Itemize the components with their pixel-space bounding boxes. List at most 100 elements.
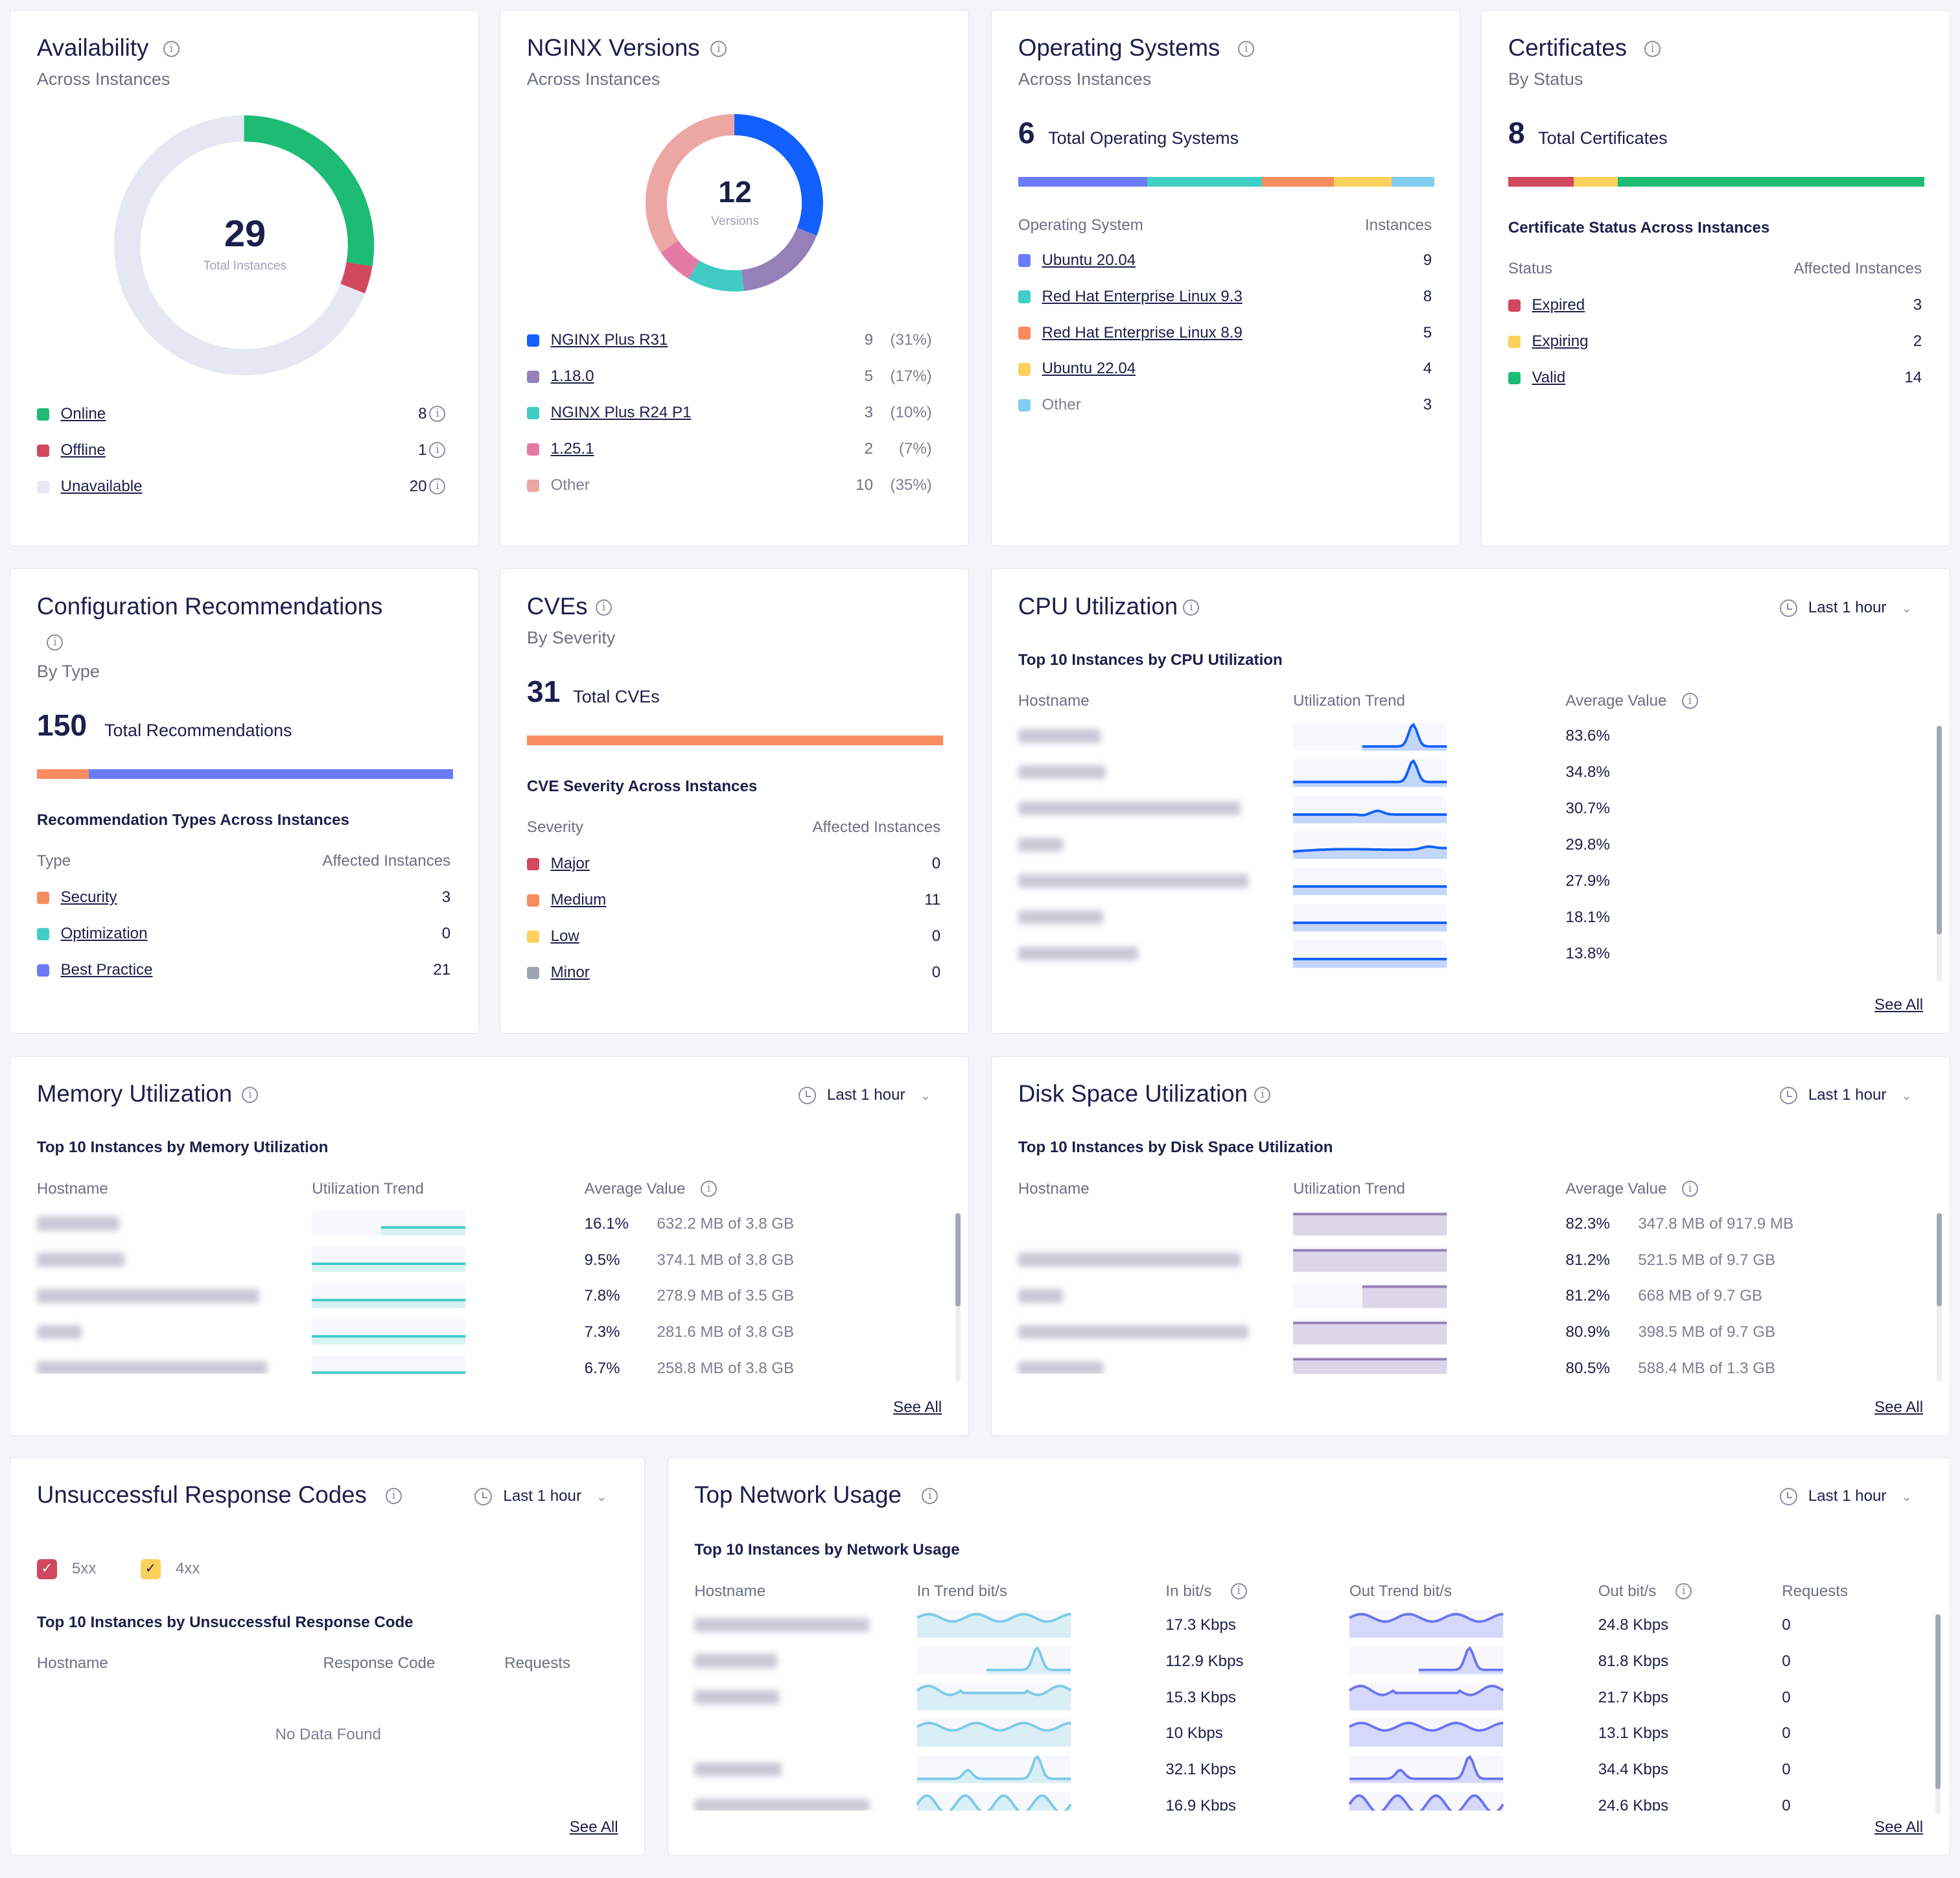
info-icon[interactable]: i: [1183, 599, 1200, 616]
bar-segment-red-hat-enterprise-linux-9-3[interactable]: [1147, 176, 1263, 187]
legend-item-valid[interactable]: Valid: [1532, 368, 1566, 386]
bar-segment-ubuntu-20-04[interactable]: [1018, 176, 1148, 187]
bar-segment-valid[interactable]: [1617, 176, 1924, 187]
info-icon[interactable]: i: [1681, 693, 1698, 710]
legend-item-red-hat-enterprise-linux-8-9[interactable]: Red Hat Enterprise Linux 8.9: [1042, 323, 1242, 342]
table-row[interactable]: 7.3% 281.6 MB of 3.8 GB: [10, 1313, 968, 1349]
hostname-redacted[interactable]: [36, 1325, 82, 1339]
legend-item-1-25-1[interactable]: 1.25.1: [550, 439, 594, 458]
time-range-dropdown[interactable]: Last 1 hour ⌄: [474, 1487, 607, 1508]
legend-item-expired[interactable]: Expired: [1532, 296, 1585, 314]
legend-item-nginx-plus-r31[interactable]: NGINX Plus R31: [550, 331, 668, 349]
hostname-redacted[interactable]: [36, 1216, 120, 1231]
hostname-redacted[interactable]: [694, 1617, 870, 1632]
table-row[interactable]: 30.7%: [992, 789, 1949, 826]
hostname-redacted[interactable]: [694, 1654, 777, 1668]
info-icon[interactable]: i: [429, 478, 446, 494]
info-icon[interactable]: i: [429, 441, 446, 458]
see-all-link[interactable]: See All: [1874, 996, 1924, 1014]
bar-segment-security[interactable]: [36, 769, 89, 780]
scrollbar[interactable]: [955, 1212, 961, 1382]
info-icon[interactable]: i: [163, 40, 180, 57]
table-row[interactable]: 82.3% 347.8 MB of 917.9 MB: [992, 1204, 1949, 1240]
donut-segment-offline[interactable]: [340, 262, 373, 294]
hostname-redacted[interactable]: [1018, 838, 1064, 852]
table-row[interactable]: 7.8% 278.9 MB of 3.5 GB: [10, 1277, 968, 1313]
scrollbar[interactable]: [1935, 1614, 1941, 1814]
table-row[interactable]: 29.8%: [992, 826, 1949, 862]
table-row[interactable]: 6.7% 258.8 MB of 3.8 GB: [10, 1349, 968, 1374]
table-row[interactable]: 32.1 Kbps 34.4 Kbps 0: [668, 1750, 1950, 1787]
legend-item-offline[interactable]: Offline: [60, 441, 106, 459]
see-all-link[interactable]: See All: [569, 1818, 618, 1837]
hostname-redacted[interactable]: [1018, 910, 1103, 925]
legend-item-low[interactable]: Low: [550, 927, 579, 945]
legend-item-nginx-plus-r24-p1[interactable]: NGINX Plus R24 P1: [550, 403, 692, 421]
info-icon[interactable]: i: [385, 1487, 402, 1505]
legend-item-optimization[interactable]: Optimization: [60, 925, 148, 943]
legend-item-unavailable[interactable]: Unavailable: [60, 477, 143, 495]
table-row[interactable]: 80.5% 588.4 MB of 1.3 GB: [992, 1349, 1949, 1374]
table-row[interactable]: 17.3 Kbps 24.8 Kbps 0: [668, 1605, 1950, 1641]
filter-4xx[interactable]: ✓ 4xx: [140, 1559, 200, 1579]
legend-item-1-18-0[interactable]: 1.18.0: [550, 367, 594, 386]
scrollbar-thumb[interactable]: [955, 1212, 961, 1307]
scrollbar-thumb[interactable]: [1937, 1212, 1942, 1307]
table-row[interactable]: 81.2% 668 MB of 9.7 GB: [992, 1277, 1949, 1313]
table-row[interactable]: 80.9% 398.5 MB of 9.7 GB: [992, 1313, 1949, 1349]
hostname-redacted[interactable]: [1018, 1362, 1103, 1374]
info-icon[interactable]: i: [1230, 1582, 1247, 1599]
table-row[interactable]: 15.3 Kbps 21.7 Kbps 0: [668, 1678, 1950, 1714]
table-row[interactable]: 13.8%: [992, 934, 1949, 971]
legend-item-online[interactable]: Online: [60, 404, 106, 423]
table-row[interactable]: 34.8%: [992, 753, 1949, 789]
info-icon[interactable]: i: [1238, 40, 1255, 57]
donut-segment-nginx-plus-r24-p1[interactable]: [688, 261, 744, 292]
legend-item-ubuntu-20-04[interactable]: Ubuntu 20.04: [1042, 251, 1136, 269]
hostname-redacted[interactable]: [36, 1362, 267, 1374]
table-row[interactable]: 27.9%: [992, 862, 1949, 898]
bar-segment-expired[interactable]: [1508, 176, 1574, 187]
bar-segment-best-practice[interactable]: [89, 769, 454, 780]
info-icon[interactable]: i: [1675, 1582, 1692, 1599]
scrollbar[interactable]: [1937, 725, 1942, 982]
bar-segment-red-hat-enterprise-linux-8-9[interactable]: [1262, 176, 1334, 187]
time-range-dropdown[interactable]: Last 1 hour ⌄: [798, 1085, 931, 1107]
legend-item-red-hat-enterprise-linux-9-3[interactable]: Red Hat Enterprise Linux 9.3: [1042, 287, 1242, 305]
bar-segment-medium[interactable]: [526, 735, 944, 746]
hostname-redacted[interactable]: [1018, 946, 1138, 961]
info-icon[interactable]: i: [429, 405, 446, 422]
legend-item-ubuntu-22-04[interactable]: Ubuntu 22.04: [1042, 360, 1136, 378]
bar-segment-ubuntu-22-04[interactable]: [1334, 176, 1392, 187]
info-icon[interactable]: i: [242, 1086, 259, 1103]
table-row[interactable]: 10 Kbps 13.1 Kbps 0: [668, 1714, 1950, 1750]
time-range-dropdown[interactable]: Last 1 hour ⌄: [1779, 1085, 1912, 1107]
donut-segment-online[interactable]: [244, 115, 375, 267]
hostname-redacted[interactable]: [1018, 874, 1248, 888]
checkbox[interactable]: ✓: [140, 1559, 161, 1579]
hostname-redacted[interactable]: [694, 1799, 870, 1811]
info-icon[interactable]: i: [700, 1180, 718, 1197]
donut-segment-unavailable[interactable]: [114, 115, 366, 376]
table-row[interactable]: 18.1%: [992, 898, 1949, 934]
hostname-redacted[interactable]: [694, 1763, 782, 1777]
legend-item-expiring[interactable]: Expiring: [1532, 332, 1589, 351]
scrollbar[interactable]: [1937, 1212, 1942, 1382]
legend-item-minor[interactable]: Minor: [550, 963, 590, 981]
table-row[interactable]: 16.1% 632.2 MB of 3.8 GB: [10, 1204, 968, 1240]
table-row[interactable]: 81.2% 521.5 MB of 9.7 GB: [992, 1240, 1949, 1277]
scrollbar-thumb[interactable]: [1935, 1614, 1941, 1789]
hostname-redacted[interactable]: [36, 1289, 260, 1303]
hostname-redacted[interactable]: [1018, 729, 1101, 743]
info-icon[interactable]: i: [47, 634, 64, 651]
info-icon[interactable]: i: [710, 40, 727, 57]
hostname-redacted[interactable]: [1018, 765, 1106, 780]
legend-item-medium[interactable]: Medium: [550, 891, 607, 909]
table-row[interactable]: 16.9 Kbps 24.6 Kbps 0: [668, 1787, 1950, 1811]
info-icon[interactable]: i: [1644, 40, 1661, 57]
time-range-dropdown[interactable]: Last 1 hour ⌄: [1779, 598, 1912, 620]
legend-item-best-practice[interactable]: Best Practice: [60, 961, 153, 979]
legend-item-major[interactable]: Major: [550, 855, 590, 873]
see-all-link[interactable]: See All: [1874, 1818, 1924, 1837]
hostname-redacted[interactable]: [694, 1690, 780, 1704]
